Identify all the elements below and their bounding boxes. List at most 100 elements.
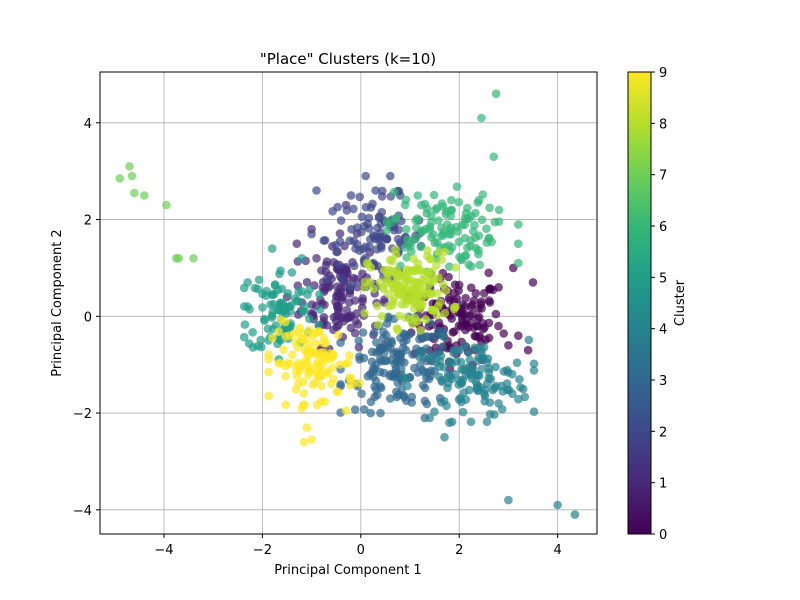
point-cluster-4 bbox=[529, 366, 539, 375]
point-cluster-4 bbox=[524, 335, 534, 345]
point-cluster-1 bbox=[345, 298, 354, 307]
point-cluster-9 bbox=[319, 333, 329, 343]
point-cluster-5 bbox=[305, 314, 314, 324]
point-cluster-4 bbox=[439, 332, 448, 341]
point-cluster-6 bbox=[474, 195, 484, 205]
point-cluster-6 bbox=[402, 253, 411, 262]
point-cluster-3 bbox=[379, 368, 389, 378]
point-cluster-8 bbox=[440, 247, 449, 257]
point-cluster-8 bbox=[394, 269, 404, 279]
point-cluster-2 bbox=[328, 207, 337, 216]
point-cluster-6 bbox=[489, 152, 499, 161]
colorbar-tick-label: 8 bbox=[659, 117, 667, 132]
point-cluster-5 bbox=[244, 339, 254, 348]
point-cluster-0 bbox=[458, 300, 467, 310]
point-cluster-5 bbox=[277, 308, 287, 317]
point-cluster-7 bbox=[130, 188, 139, 198]
point-cluster-3 bbox=[399, 391, 408, 400]
point-cluster-1 bbox=[350, 328, 360, 338]
point-cluster-4 bbox=[529, 407, 539, 417]
x-tick-label: −2 bbox=[253, 543, 272, 558]
point-cluster-2 bbox=[331, 240, 341, 250]
point-cluster-9 bbox=[307, 332, 317, 341]
point-cluster-3 bbox=[395, 350, 405, 360]
point-cluster-6 bbox=[485, 203, 494, 213]
colorbar-tick-label: 3 bbox=[659, 374, 667, 389]
point-cluster-6 bbox=[411, 216, 421, 225]
point-cluster-6 bbox=[457, 255, 467, 265]
point-cluster-8 bbox=[438, 280, 448, 289]
point-cluster-3 bbox=[419, 368, 429, 377]
point-cluster-5 bbox=[240, 320, 250, 329]
y-tick-label: 2 bbox=[84, 214, 92, 229]
point-cluster-5 bbox=[243, 302, 252, 311]
point-cluster-4 bbox=[460, 341, 470, 351]
point-cluster-0 bbox=[471, 289, 481, 298]
point-cluster-4 bbox=[518, 384, 528, 394]
point-cluster-6 bbox=[403, 235, 412, 244]
point-cluster-0 bbox=[434, 318, 444, 327]
point-cluster-1 bbox=[321, 267, 331, 277]
point-cluster-3 bbox=[388, 371, 398, 381]
x-tick-label: 4 bbox=[553, 543, 561, 558]
point-cluster-8 bbox=[409, 254, 419, 264]
point-cluster-3 bbox=[366, 369, 375, 379]
point-cluster-9 bbox=[294, 359, 303, 368]
point-cluster-6 bbox=[421, 224, 431, 234]
colorbar-tick-label: 0 bbox=[659, 528, 667, 543]
y-tick-label: −2 bbox=[73, 407, 92, 422]
point-cluster-2 bbox=[377, 192, 387, 201]
point-cluster-6 bbox=[471, 208, 480, 218]
colorbar-tick-label: 2 bbox=[659, 425, 667, 440]
point-cluster-0 bbox=[461, 320, 471, 330]
point-cluster-0 bbox=[474, 312, 484, 322]
point-cluster-4 bbox=[504, 495, 513, 505]
point-cluster-1 bbox=[322, 321, 332, 330]
point-cluster-0 bbox=[454, 286, 463, 296]
point-cluster-3 bbox=[366, 408, 375, 418]
point-cluster-2 bbox=[355, 246, 364, 255]
point-cluster-9 bbox=[297, 403, 307, 413]
point-cluster-0 bbox=[491, 309, 501, 319]
point-cluster-8 bbox=[403, 267, 412, 276]
point-cluster-1 bbox=[358, 269, 367, 279]
point-cluster-6 bbox=[417, 200, 426, 210]
point-cluster-9 bbox=[281, 400, 291, 410]
point-cluster-2 bbox=[363, 219, 372, 229]
point-cluster-6 bbox=[411, 233, 421, 242]
colorbar-tick-label: 9 bbox=[659, 66, 667, 81]
point-cluster-9 bbox=[328, 351, 338, 360]
point-cluster-9 bbox=[281, 317, 290, 327]
point-cluster-9 bbox=[291, 385, 301, 394]
point-cluster-4 bbox=[512, 358, 522, 368]
point-cluster-1 bbox=[322, 257, 332, 266]
point-cluster-8 bbox=[384, 289, 394, 299]
point-cluster-2 bbox=[370, 232, 379, 241]
point-cluster-4 bbox=[464, 348, 473, 357]
point-cluster-6 bbox=[454, 197, 464, 207]
point-cluster-6 bbox=[465, 241, 475, 251]
point-cluster-3 bbox=[399, 337, 408, 347]
point-cluster-7 bbox=[174, 253, 183, 263]
point-cluster-8 bbox=[432, 311, 442, 320]
point-cluster-8 bbox=[410, 298, 419, 308]
point-cluster-7 bbox=[115, 174, 124, 183]
point-cluster-6 bbox=[438, 231, 448, 240]
point-cluster-9 bbox=[300, 345, 310, 355]
point-cluster-2 bbox=[390, 225, 399, 235]
x-tick-label: −4 bbox=[154, 543, 173, 558]
point-cluster-9 bbox=[264, 354, 273, 364]
point-cluster-9 bbox=[345, 373, 354, 383]
point-cluster-3 bbox=[358, 328, 368, 337]
point-cluster-6 bbox=[464, 260, 474, 269]
point-cluster-5 bbox=[239, 332, 249, 342]
point-cluster-3 bbox=[376, 383, 386, 393]
point-cluster-3 bbox=[378, 333, 388, 343]
point-cluster-9 bbox=[288, 350, 297, 360]
point-cluster-5 bbox=[276, 298, 285, 308]
point-cluster-6 bbox=[431, 205, 440, 215]
point-cluster-0 bbox=[528, 278, 538, 287]
point-cluster-2 bbox=[357, 212, 367, 222]
point-cluster-8 bbox=[360, 282, 369, 292]
